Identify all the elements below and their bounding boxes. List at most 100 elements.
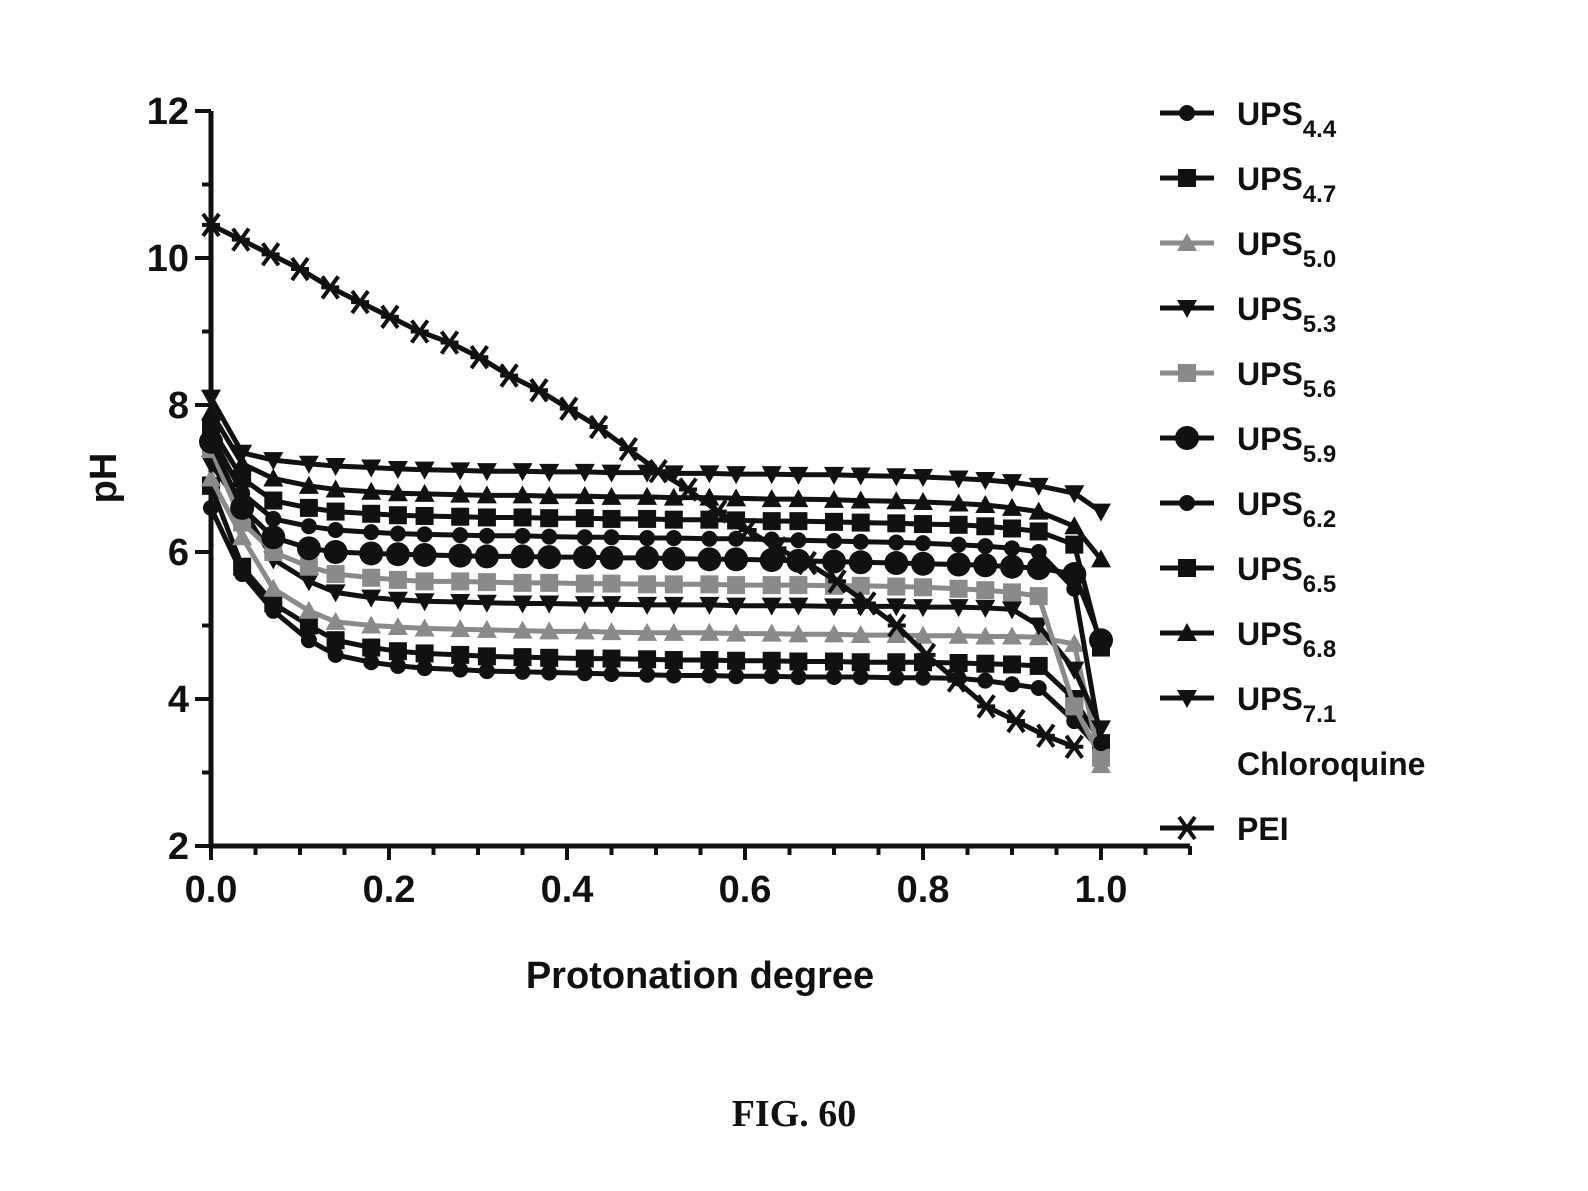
data-point [664,575,683,594]
legend-entry: UPS5.0 [1160,226,1336,273]
data-point [949,579,968,598]
series-line [208,396,1103,514]
data-point [451,572,470,591]
data-point [264,491,283,510]
data-point [387,460,408,479]
data-point [290,256,310,282]
y-tick-label: 6 [168,532,189,574]
data-point [726,597,747,616]
legend-name: UPS [1237,681,1303,717]
data-point [1030,544,1047,560]
data-point [513,648,532,667]
data-point [852,668,869,685]
y-axis-label: pH [83,453,125,504]
y-tick-label: 4 [168,679,189,721]
legend-entry: UPS5.6 [1160,356,1336,403]
data-point [601,596,622,615]
legend-name: UPS [1237,551,1303,587]
data-point [325,611,346,630]
data-point [601,486,622,505]
data-point [663,622,684,641]
data-point [763,668,780,685]
data-point [976,581,995,600]
data-point [1029,522,1048,541]
data-point [574,621,595,640]
data-point [639,666,656,683]
data-point [824,598,844,617]
data-point [512,620,533,639]
data-point [1028,617,1049,636]
data-point [1066,580,1083,597]
data-point [574,463,595,482]
data-point [1036,723,1056,748]
data-point [512,463,533,482]
data-point [576,529,593,546]
data-point [975,626,996,645]
legend-marker [1177,623,1197,641]
data-point [350,289,370,315]
data-point [574,596,595,615]
data-point [539,621,560,640]
data-point [977,538,994,555]
data-point [201,402,221,421]
legend-entry: UPS5.9 [1160,421,1336,468]
data-point [537,545,562,570]
data-point [1092,638,1110,657]
data-point [824,466,844,485]
data-point [1028,627,1049,646]
data-point [1026,556,1051,581]
data-point [230,495,255,520]
data-point [477,647,496,666]
data-point [826,668,842,685]
data-point [708,499,728,524]
data-point [476,485,497,504]
data-point [824,624,844,643]
data-point [824,489,844,508]
data-point [848,550,873,575]
legend-subscript: 5.9 [1303,441,1336,468]
data-point [637,622,658,641]
data-point [790,668,807,685]
data-point [789,576,808,595]
legend-label: UPS5.9 [1237,421,1336,468]
data-point [886,625,907,644]
data-point [452,661,469,678]
data-point [361,481,382,500]
data-point [761,489,782,508]
x-tick-label: 0.8 [897,869,950,911]
data-point [363,654,380,671]
data-point [1029,587,1048,606]
series-pei [201,212,1084,759]
series-ups-6-8 [201,402,1111,568]
data-point [728,530,745,547]
data-point [415,572,434,591]
data-point [851,513,870,532]
data-point [298,455,319,474]
y-tick-label: 2 [168,826,189,868]
data-point [975,471,996,490]
data-point [362,638,381,657]
legend-label: UPS6.5 [1237,551,1336,598]
legend-marker [1178,169,1196,187]
data-point [233,469,252,488]
data-point [387,483,408,502]
data-point [1029,656,1048,675]
data-point [826,532,842,549]
data-point [638,575,657,594]
data-point [1003,519,1021,538]
data-point [572,545,597,570]
data-point [728,668,745,685]
data-point [913,625,933,644]
data-point [914,515,932,534]
legend-label: UPS4.7 [1237,161,1336,208]
data-point [540,573,559,592]
data-point [203,499,219,516]
data-point [469,345,489,370]
data-point [635,545,660,570]
data-point [387,616,408,635]
data-point [233,557,252,576]
data-point [510,544,535,569]
data-point [414,593,435,612]
data-point [299,557,318,576]
